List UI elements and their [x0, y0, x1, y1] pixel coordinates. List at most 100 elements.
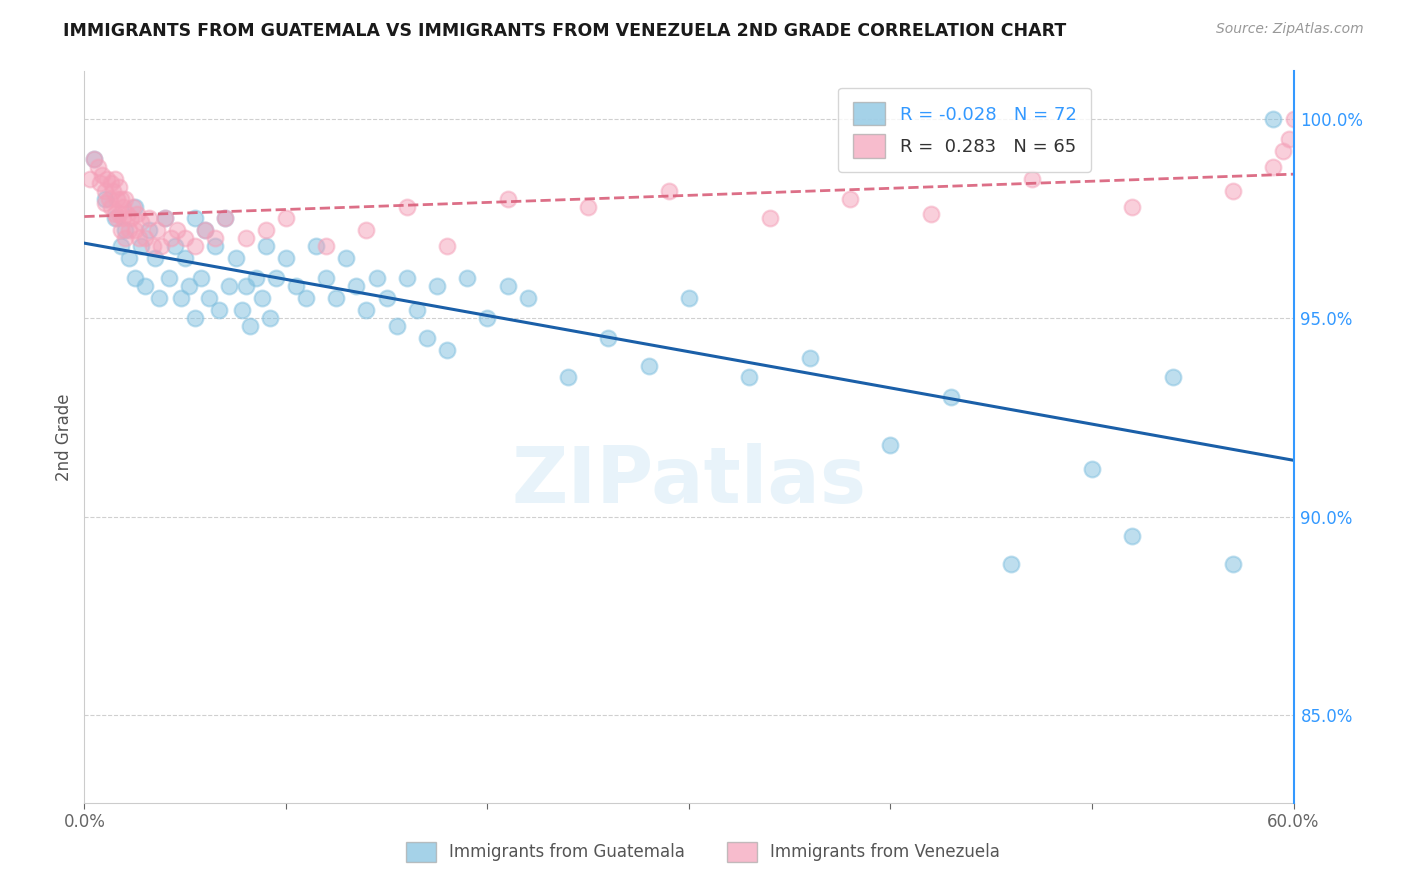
Point [395, 271, 418, 285]
Point [149, 239, 172, 253]
Point [87, 160, 110, 174]
Point [235, 279, 257, 293]
Point [1000, 558, 1022, 572]
Point [637, 359, 659, 373]
Point [456, 271, 478, 285]
Point [305, 239, 328, 253]
Point [436, 239, 458, 253]
Legend: Immigrants from Guatemala, Immigrants from Venezuela: Immigrants from Guatemala, Immigrants fr… [398, 833, 1008, 871]
Point [235, 231, 257, 245]
Point [245, 271, 267, 285]
Point [557, 370, 579, 384]
Point [879, 438, 901, 452]
Point [204, 239, 226, 253]
Point [315, 271, 337, 285]
Text: IMMIGRANTS FROM GUATEMALA VS IMMIGRANTS FROM VENEZUELA 2ND GRADE CORRELATION CHA: IMMIGRANTS FROM GUATEMALA VS IMMIGRANTS … [63, 22, 1067, 40]
Point [114, 223, 136, 237]
Point [179, 279, 201, 293]
Legend: R = -0.028   N = 72, R =  0.283   N = 65: R = -0.028 N = 72, R = 0.283 N = 65 [838, 87, 1091, 172]
Point [110, 192, 132, 206]
Point [250, 291, 273, 305]
Point [83, 152, 105, 166]
Point [111, 211, 134, 226]
Point [678, 291, 700, 305]
Point [166, 223, 188, 237]
Point [124, 200, 146, 214]
Point [129, 239, 152, 253]
Point [1121, 200, 1143, 214]
Point [93, 195, 115, 210]
Point [104, 171, 127, 186]
Point [114, 231, 136, 245]
Point [165, 239, 187, 253]
Point [1263, 112, 1285, 126]
Point [1222, 558, 1244, 572]
Point [1081, 462, 1104, 476]
Point [1278, 132, 1301, 146]
Point [920, 207, 942, 221]
Point [110, 223, 132, 237]
Point [325, 291, 347, 305]
Point [160, 231, 183, 245]
Point [153, 211, 176, 226]
Point [198, 291, 221, 305]
Point [375, 291, 398, 305]
Point [496, 192, 519, 206]
Point [110, 239, 132, 253]
Point [93, 184, 115, 198]
Point [111, 200, 134, 214]
Point [274, 251, 297, 265]
Point [385, 318, 408, 333]
Point [516, 291, 538, 305]
Point [146, 223, 169, 237]
Point [121, 200, 143, 214]
Point [335, 251, 357, 265]
Point [184, 239, 207, 253]
Point [758, 211, 780, 226]
Point [153, 211, 176, 226]
Point [1161, 370, 1184, 384]
Point [496, 279, 519, 293]
Point [174, 231, 197, 245]
Point [436, 343, 458, 357]
Point [125, 207, 148, 221]
Point [225, 251, 247, 265]
Point [93, 192, 115, 206]
Text: ZIPatlas: ZIPatlas [512, 443, 866, 519]
Point [658, 184, 681, 198]
Point [138, 211, 160, 226]
Point [738, 370, 761, 384]
Point [148, 291, 170, 305]
Point [174, 251, 197, 265]
Point [194, 223, 217, 237]
Point [118, 251, 141, 265]
Text: Source: ZipAtlas.com: Source: ZipAtlas.com [1216, 22, 1364, 37]
Point [104, 211, 127, 226]
Point [118, 223, 141, 237]
Point [120, 211, 142, 226]
Y-axis label: 2nd Grade: 2nd Grade [55, 393, 73, 481]
Point [107, 207, 129, 221]
Point [204, 231, 226, 245]
Point [426, 279, 449, 293]
Point [218, 279, 240, 293]
Point [799, 351, 821, 365]
Point [115, 207, 138, 221]
Point [194, 223, 217, 237]
Point [264, 271, 287, 285]
Point [259, 310, 281, 325]
Point [83, 152, 105, 166]
Point [128, 231, 150, 245]
Point [129, 215, 152, 229]
Point [190, 271, 212, 285]
Point [285, 279, 308, 293]
Point [138, 223, 160, 237]
Point [124, 271, 146, 285]
Point [101, 184, 124, 198]
Point [254, 239, 277, 253]
Point [143, 251, 166, 265]
Point [356, 223, 378, 237]
Point [416, 331, 439, 345]
Point [839, 192, 862, 206]
Point [89, 176, 111, 190]
